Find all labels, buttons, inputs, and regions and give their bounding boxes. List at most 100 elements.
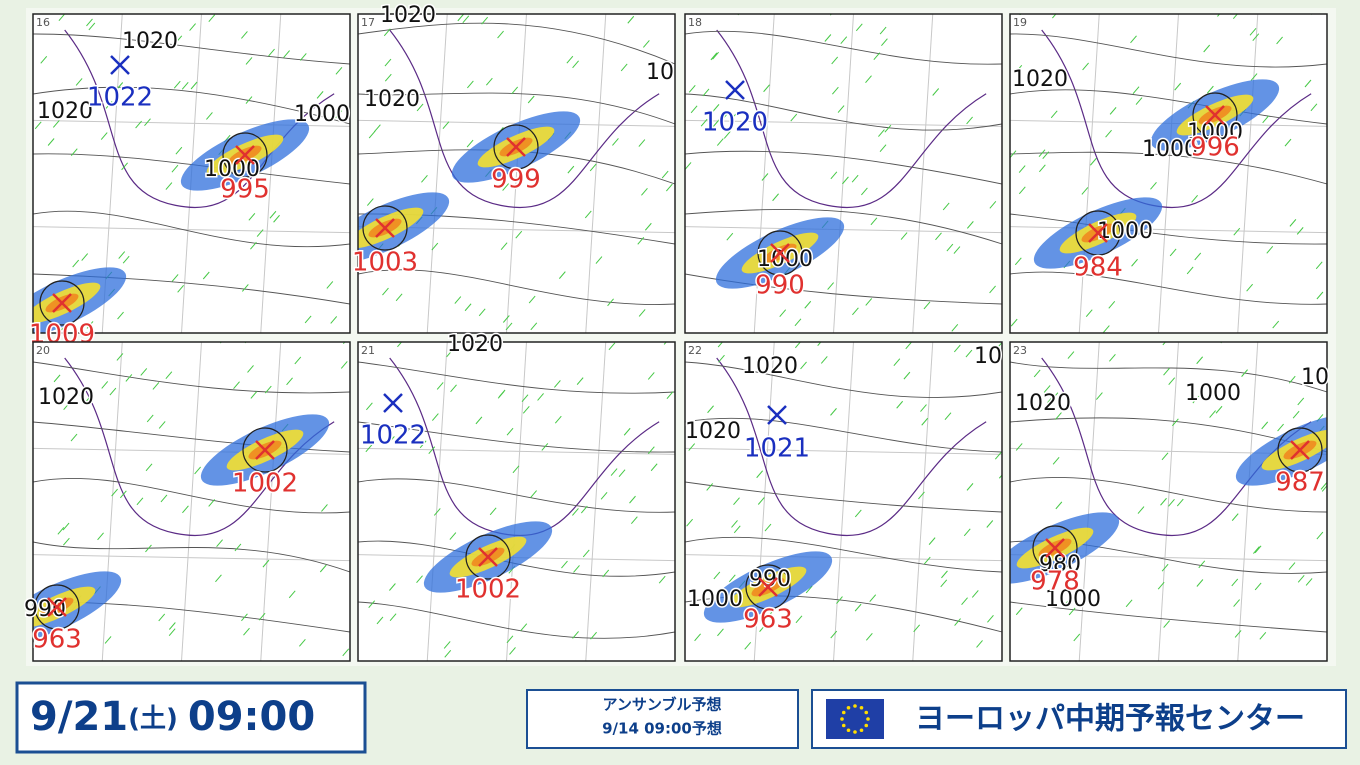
wind [1043, 385, 1051, 393]
wind [1108, 300, 1116, 309]
wind [647, 446, 655, 454]
wind [1288, 375, 1296, 384]
wind [497, 391, 505, 399]
wind [713, 571, 721, 580]
wind [702, 88, 710, 97]
wind [966, 116, 973, 125]
graticule [506, 342, 527, 661]
wind [175, 35, 183, 44]
wind [304, 315, 312, 324]
wind [1203, 44, 1211, 53]
wind [1276, 36, 1283, 45]
low-pressure: 1002 [455, 575, 521, 605]
wind [989, 201, 997, 209]
wind [366, 198, 374, 206]
wind [457, 14, 465, 22]
low-isobar [1075, 210, 1121, 256]
wind [1250, 73, 1258, 81]
wind [283, 50, 290, 58]
isobar-line [33, 153, 350, 185]
wind [1191, 194, 1198, 203]
coastline [716, 357, 987, 536]
wind [963, 528, 971, 537]
wind [256, 229, 264, 237]
wind [1014, 257, 1022, 266]
wind [376, 616, 384, 625]
wind [928, 537, 936, 545]
wind [1321, 485, 1327, 492]
wind [900, 232, 908, 240]
wind [1150, 181, 1157, 190]
center-mark [478, 547, 498, 567]
center-mark [506, 137, 526, 157]
wind [389, 583, 396, 591]
wind [449, 532, 457, 540]
wind [63, 402, 71, 411]
wind [700, 118, 708, 127]
center-box [811, 689, 1347, 749]
wind [241, 31, 248, 39]
wind [728, 574, 736, 583]
wind [1217, 14, 1221, 17]
wind [521, 394, 529, 402]
wind [720, 111, 728, 119]
wind [1055, 412, 1062, 420]
wind [584, 210, 592, 219]
wind [119, 490, 127, 499]
wind [100, 132, 108, 140]
wind [706, 483, 714, 491]
wind [515, 230, 523, 239]
wind [989, 285, 996, 294]
wind [723, 110, 731, 119]
graticule [1158, 14, 1179, 333]
wind [595, 256, 603, 264]
issued: 9/14 09:00予想 [602, 720, 722, 738]
wind [173, 80, 181, 89]
panel-number: 22 [688, 344, 702, 357]
panel-number: 19 [1013, 16, 1027, 29]
wind [688, 443, 696, 451]
wind [1316, 291, 1324, 300]
wind [69, 391, 77, 400]
star [853, 730, 857, 734]
wind [1105, 129, 1112, 138]
wind [389, 613, 397, 622]
center-mark [47, 597, 67, 617]
high-pressure: 1022 [360, 421, 426, 451]
graticule [1237, 14, 1259, 333]
isobar-line [33, 361, 350, 394]
wind [152, 382, 160, 390]
wind [658, 575, 666, 584]
wind [135, 120, 142, 129]
star [859, 705, 864, 710]
wind [566, 55, 574, 64]
wind [294, 356, 302, 365]
wind [1233, 599, 1240, 607]
wind [1044, 400, 1051, 408]
wind [861, 187, 868, 196]
wind [723, 131, 731, 139]
wind [1038, 149, 1046, 158]
wind [121, 162, 129, 171]
wind [1018, 186, 1026, 195]
wind [756, 470, 764, 479]
wind [117, 311, 124, 320]
wind [1320, 482, 1327, 490]
wind [976, 640, 983, 648]
wind [79, 388, 87, 396]
wind [446, 349, 454, 358]
wind [717, 628, 724, 637]
wind [431, 242, 439, 251]
graticule [426, 14, 448, 333]
wind [1232, 14, 1238, 19]
graticule [1078, 14, 1100, 333]
wind [182, 505, 189, 514]
wind [1252, 33, 1260, 42]
wind [1292, 410, 1300, 419]
wind [1038, 164, 1046, 173]
wind [374, 124, 381, 133]
wind [733, 497, 740, 505]
wind [896, 400, 904, 409]
wind [171, 274, 179, 282]
graticule [833, 342, 854, 661]
